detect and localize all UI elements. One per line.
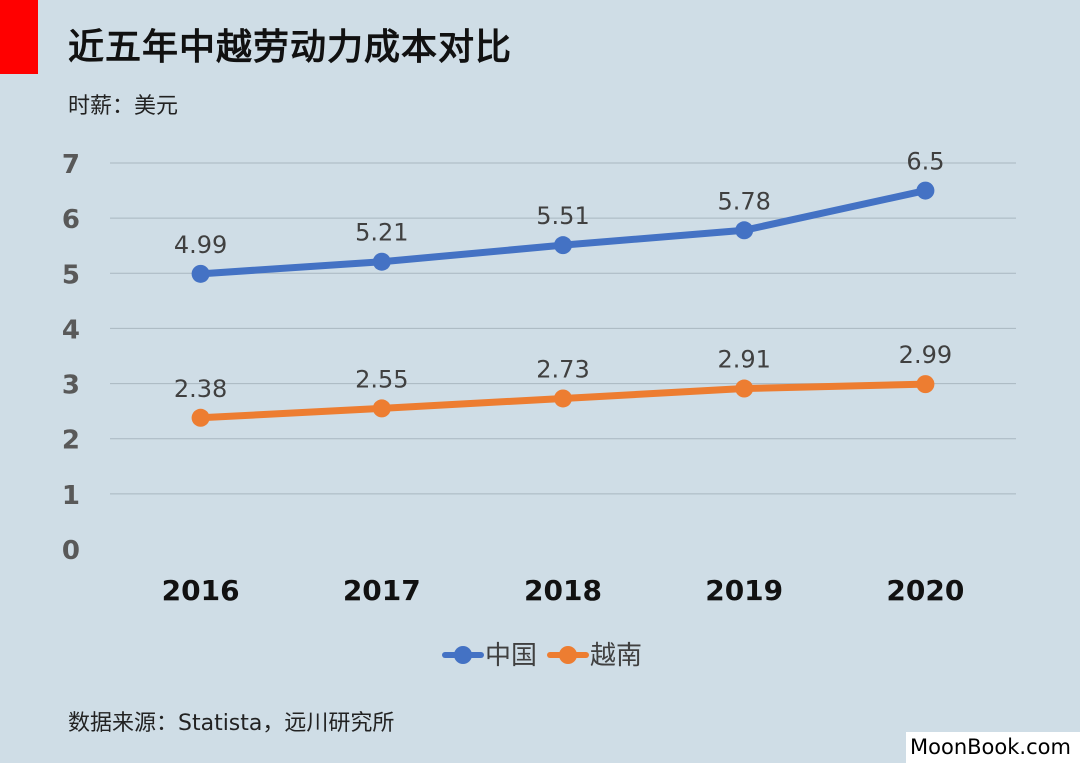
legend-marker [559, 646, 577, 664]
y-tick-label: 1 [62, 481, 80, 511]
legend-label: 越南 [590, 641, 642, 671]
data-label: 5.51 [536, 202, 589, 230]
data-label: 5.78 [717, 187, 770, 215]
y-tick-label: 4 [62, 315, 80, 345]
data-point [372, 252, 391, 271]
data-label: 2.38 [174, 375, 227, 403]
data-point [735, 379, 754, 398]
data-point [554, 236, 572, 255]
data-label: 2.99 [899, 341, 952, 369]
x-axis-ticks: 2016 2017 2018 2019 2020 [162, 574, 965, 607]
x-tick-label: 2016 [162, 574, 240, 607]
series-layer: 4.99 5.21 5.51 5.78 6.5 2.38 2.55 2.73 2.91 2.99 [174, 148, 952, 427]
legend-marker [454, 646, 472, 664]
y-tick-label: 3 [62, 371, 80, 401]
y-tick-label: 2 [62, 426, 80, 456]
line-chart: 0 1 2 3 4 5 6 7 2016 2017 2018 2019 2020 4.99 5.21 5.… [62, 148, 1016, 671]
y-tick-label: 7 [62, 150, 80, 180]
y-axis-ticks: 0 1 2 3 4 5 6 7 [62, 150, 80, 566]
data-point [735, 221, 754, 240]
y-tick-label: 0 [62, 536, 80, 566]
data-label: 2.91 [717, 346, 770, 374]
data-point [554, 389, 572, 408]
legend: 中国 越南 [442, 641, 642, 671]
data-point [191, 264, 210, 283]
data-point [191, 408, 210, 427]
data-label: 4.99 [174, 231, 227, 259]
data-point [916, 375, 935, 394]
chart-title: 近五年中越劳动力成本对比 [68, 27, 513, 68]
x-tick-label: 2019 [705, 574, 783, 607]
data-source: 数据来源：Statista，远川研究所 [68, 711, 395, 736]
data-label: 2.73 [536, 355, 589, 383]
x-tick-label: 2017 [343, 574, 421, 607]
data-label: 6.5 [906, 148, 944, 176]
y-tick-label: 5 [62, 260, 80, 290]
x-tick-label: 2020 [886, 574, 964, 607]
x-tick-label: 2018 [524, 574, 602, 607]
y-tick-label: 6 [62, 205, 80, 235]
watermark: MoonBook.com [906, 732, 1080, 763]
data-label: 5.21 [355, 219, 408, 247]
legend-label: 中国 [485, 641, 537, 671]
data-point [916, 181, 935, 200]
accent-bar [0, 0, 38, 74]
data-label: 2.55 [355, 365, 408, 393]
data-point [372, 399, 391, 418]
unit-label: 时薪：美元 [68, 94, 179, 119]
